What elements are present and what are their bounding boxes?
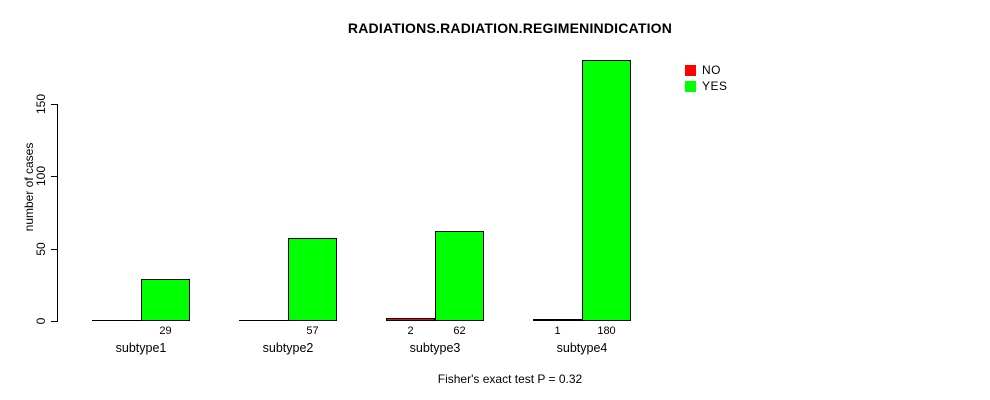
legend: NO YES xyxy=(685,63,728,93)
y-tick-label: 0 xyxy=(34,317,48,325)
y-tick xyxy=(51,176,58,177)
y-axis-line xyxy=(57,104,58,322)
y-tick xyxy=(51,321,58,322)
bar-subtype4-no xyxy=(533,319,582,321)
bar-value-label: 29 xyxy=(159,325,172,337)
bar-subtype2-no xyxy=(239,320,288,321)
fisher-test-annotation: Fisher's exact test P = 0.32 xyxy=(437,372,583,386)
bar-subtype2-yes xyxy=(288,238,337,321)
bar-subtype3-no xyxy=(386,318,435,321)
y-tick-label: 100 xyxy=(34,165,48,187)
x-category-label: subtype1 xyxy=(115,341,167,355)
chart-title: RADIATIONS.RADIATION.REGIMENINDICATION xyxy=(347,20,673,36)
bar-subtype1-yes xyxy=(141,279,190,321)
y-tick-label: 50 xyxy=(34,242,48,256)
y-axis-title: number of cases xyxy=(22,142,36,232)
legend-item-yes: YES xyxy=(685,79,728,93)
bar-value-label: 62 xyxy=(453,325,466,337)
bar-value-label: 2 xyxy=(407,325,414,337)
bar-value-label: 1 xyxy=(554,325,561,337)
bar-subtype1-no xyxy=(92,320,141,321)
bar-subtype3-yes xyxy=(435,231,484,321)
legend-swatch-yes-icon xyxy=(685,80,696,92)
x-category-label: subtype2 xyxy=(262,341,314,355)
legend-label-no: NO xyxy=(702,63,721,77)
legend-label-yes: YES xyxy=(702,79,728,93)
y-tick-label: 150 xyxy=(34,93,48,115)
bar-subtype4-yes xyxy=(582,60,631,321)
legend-swatch-no-icon xyxy=(685,64,696,76)
x-category-label: subtype3 xyxy=(409,341,461,355)
y-tick xyxy=(51,249,58,250)
legend-item-no: NO xyxy=(685,63,728,77)
bar-value-label: 57 xyxy=(306,325,319,337)
y-tick xyxy=(51,104,58,105)
bar-value-label: 180 xyxy=(597,325,616,337)
x-category-label: subtype4 xyxy=(556,341,608,355)
